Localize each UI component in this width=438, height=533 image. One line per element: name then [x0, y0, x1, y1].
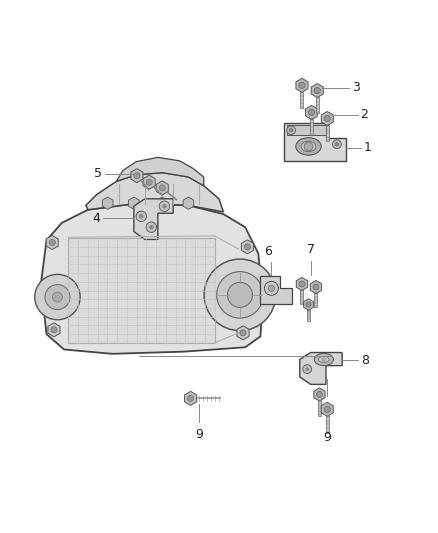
Circle shape [187, 395, 194, 401]
Ellipse shape [296, 138, 321, 155]
Text: 7: 7 [307, 244, 314, 256]
Polygon shape [41, 203, 263, 354]
Circle shape [289, 128, 293, 132]
Text: 8: 8 [361, 354, 369, 367]
Circle shape [146, 179, 152, 185]
Circle shape [139, 214, 144, 219]
Polygon shape [102, 197, 113, 209]
Circle shape [268, 285, 275, 292]
Text: 9: 9 [195, 428, 203, 441]
Circle shape [306, 302, 311, 307]
Polygon shape [326, 416, 329, 433]
Polygon shape [156, 181, 168, 195]
Circle shape [321, 357, 326, 362]
Polygon shape [316, 97, 319, 114]
Polygon shape [311, 84, 323, 98]
Polygon shape [306, 106, 318, 119]
Circle shape [299, 82, 305, 88]
Circle shape [146, 222, 156, 232]
Polygon shape [300, 290, 304, 304]
Polygon shape [314, 293, 318, 307]
Polygon shape [307, 310, 310, 320]
Circle shape [335, 142, 339, 146]
Circle shape [149, 225, 153, 229]
Circle shape [265, 281, 279, 295]
Circle shape [227, 282, 252, 308]
Circle shape [332, 140, 341, 149]
FancyBboxPatch shape [68, 238, 215, 343]
Polygon shape [46, 236, 58, 249]
Polygon shape [321, 402, 333, 416]
Circle shape [308, 109, 315, 116]
Text: 6: 6 [265, 245, 272, 258]
Circle shape [299, 281, 305, 287]
Text: 3: 3 [352, 82, 360, 94]
Circle shape [159, 201, 170, 212]
Circle shape [45, 285, 70, 310]
Polygon shape [300, 92, 304, 108]
Polygon shape [296, 78, 308, 92]
Polygon shape [184, 391, 197, 405]
Circle shape [287, 126, 295, 135]
Circle shape [240, 330, 246, 336]
Polygon shape [131, 169, 143, 183]
Circle shape [305, 367, 309, 371]
Polygon shape [285, 123, 346, 161]
Circle shape [136, 211, 147, 222]
Polygon shape [300, 352, 342, 384]
Text: 4: 4 [92, 212, 100, 225]
Circle shape [134, 173, 140, 179]
Text: 5: 5 [95, 167, 102, 181]
Text: 9: 9 [323, 431, 331, 444]
Polygon shape [134, 199, 173, 239]
Circle shape [324, 115, 330, 122]
Polygon shape [310, 119, 313, 135]
Circle shape [51, 327, 57, 333]
Polygon shape [48, 323, 60, 337]
Circle shape [317, 391, 322, 398]
Ellipse shape [318, 357, 329, 362]
Polygon shape [183, 197, 194, 209]
Circle shape [303, 365, 311, 374]
Polygon shape [310, 280, 321, 294]
Polygon shape [237, 326, 249, 340]
Polygon shape [321, 111, 333, 125]
Polygon shape [318, 400, 321, 416]
Circle shape [314, 87, 320, 94]
Circle shape [162, 204, 166, 208]
Circle shape [49, 239, 55, 246]
Polygon shape [157, 197, 167, 209]
FancyBboxPatch shape [287, 125, 326, 135]
Polygon shape [129, 197, 139, 209]
Polygon shape [314, 388, 325, 401]
Ellipse shape [301, 141, 316, 152]
Circle shape [53, 292, 63, 302]
Circle shape [304, 142, 313, 151]
Text: 2: 2 [360, 109, 368, 122]
Text: 1: 1 [364, 141, 372, 154]
Circle shape [217, 272, 263, 318]
Circle shape [204, 259, 276, 330]
Circle shape [159, 185, 165, 191]
Circle shape [313, 284, 319, 290]
Polygon shape [86, 173, 223, 212]
Polygon shape [143, 175, 155, 189]
Polygon shape [260, 276, 292, 304]
Ellipse shape [314, 353, 333, 366]
Polygon shape [117, 157, 204, 185]
Polygon shape [304, 299, 314, 310]
Polygon shape [296, 277, 307, 290]
Circle shape [35, 274, 80, 320]
Polygon shape [241, 240, 254, 254]
Circle shape [244, 244, 251, 250]
Circle shape [324, 406, 330, 413]
Polygon shape [326, 125, 329, 141]
